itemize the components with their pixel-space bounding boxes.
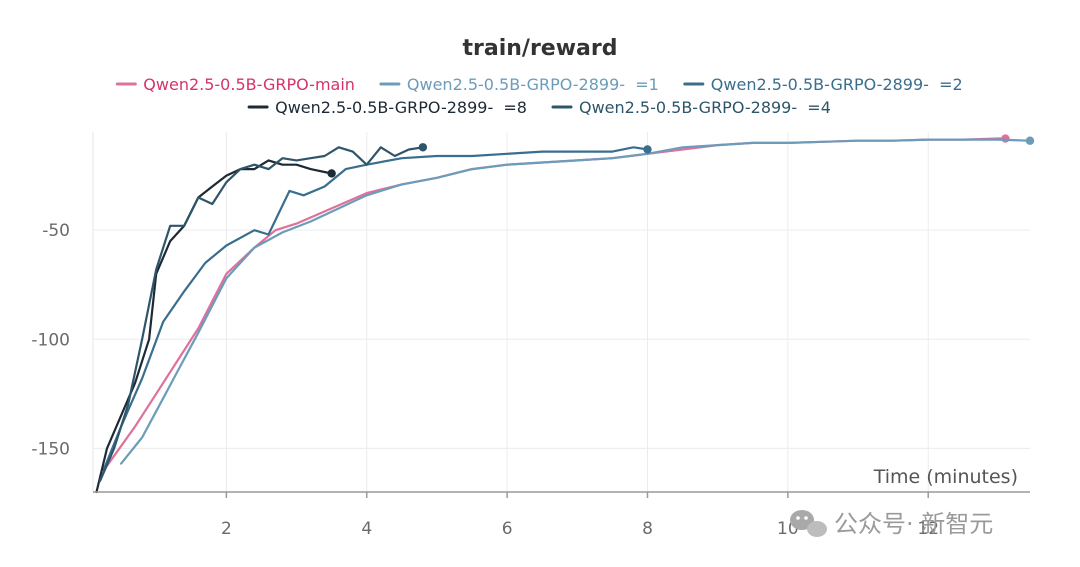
watermark: 公众号· 新智元: [790, 510, 993, 538]
legend-item-3[interactable]: Qwen2.5-0.5B-GRPO-2899- =8: [247, 98, 527, 117]
series-end-marker-3: [327, 169, 336, 178]
legend: Qwen2.5-0.5B-GRPO-main Qwen2.5-0.5B-GRPO-…: [115, 75, 963, 117]
legend-item-4[interactable]: Qwen2.5-0.5B-GRPO-2899- =4: [551, 98, 831, 117]
chart-title: train/reward: [463, 36, 618, 61]
x-tick-label: 12: [917, 519, 939, 539]
x-axis-label: Time (minutes): [873, 466, 1018, 488]
y-tick-label: -50: [42, 221, 70, 241]
x-tick-label: 8: [642, 519, 653, 539]
legend-item-2[interactable]: Qwen2.5-0.5B-GRPO-2899- =2: [683, 75, 963, 94]
series-line-2: [102, 146, 649, 472]
y-tick-label: -100: [31, 330, 70, 350]
series-end-marker-2: [643, 145, 652, 154]
y-tick-label: -150: [31, 439, 70, 459]
x-tick-label: 6: [502, 519, 513, 539]
y-axis-ticks: -50 -100 -150: [31, 221, 70, 459]
x-axis-ticks: 2 4 6 8 10 12: [221, 492, 939, 539]
series-line-0: [105, 137, 1007, 467]
legend-item-1[interactable]: Qwen2.5-0.5B-GRPO-2899- =1: [379, 75, 659, 94]
watermark-text: 公众号· 新智元: [834, 510, 993, 538]
wechat-icon: [790, 510, 827, 537]
x-tick-label: 2: [221, 519, 232, 539]
series-end-marker-1: [1025, 136, 1035, 145]
legend-label: Qwen2.5-0.5B-GRPO-2899- =2: [711, 75, 963, 94]
plot-area: [95, 134, 1035, 494]
legend-label: Qwen2.5-0.5B-GRPO-main: [143, 75, 355, 94]
series-line-4: [98, 146, 424, 483]
legend-label: Qwen2.5-0.5B-GRPO-2899- =4: [579, 98, 831, 117]
x-tick-label: 4: [361, 519, 372, 539]
series-line-3: [95, 159, 333, 494]
series-line-1: [119, 138, 1032, 465]
legend-item-0[interactable]: Qwen2.5-0.5B-GRPO-main: [115, 75, 355, 94]
series-end-marker-0: [1001, 134, 1010, 143]
series-end-marker-4: [418, 143, 428, 152]
legend-label: Qwen2.5-0.5B-GRPO-2899- =8: [275, 98, 527, 117]
grid: [92, 132, 1030, 492]
legend-label: Qwen2.5-0.5B-GRPO-2899- =1: [407, 75, 659, 94]
